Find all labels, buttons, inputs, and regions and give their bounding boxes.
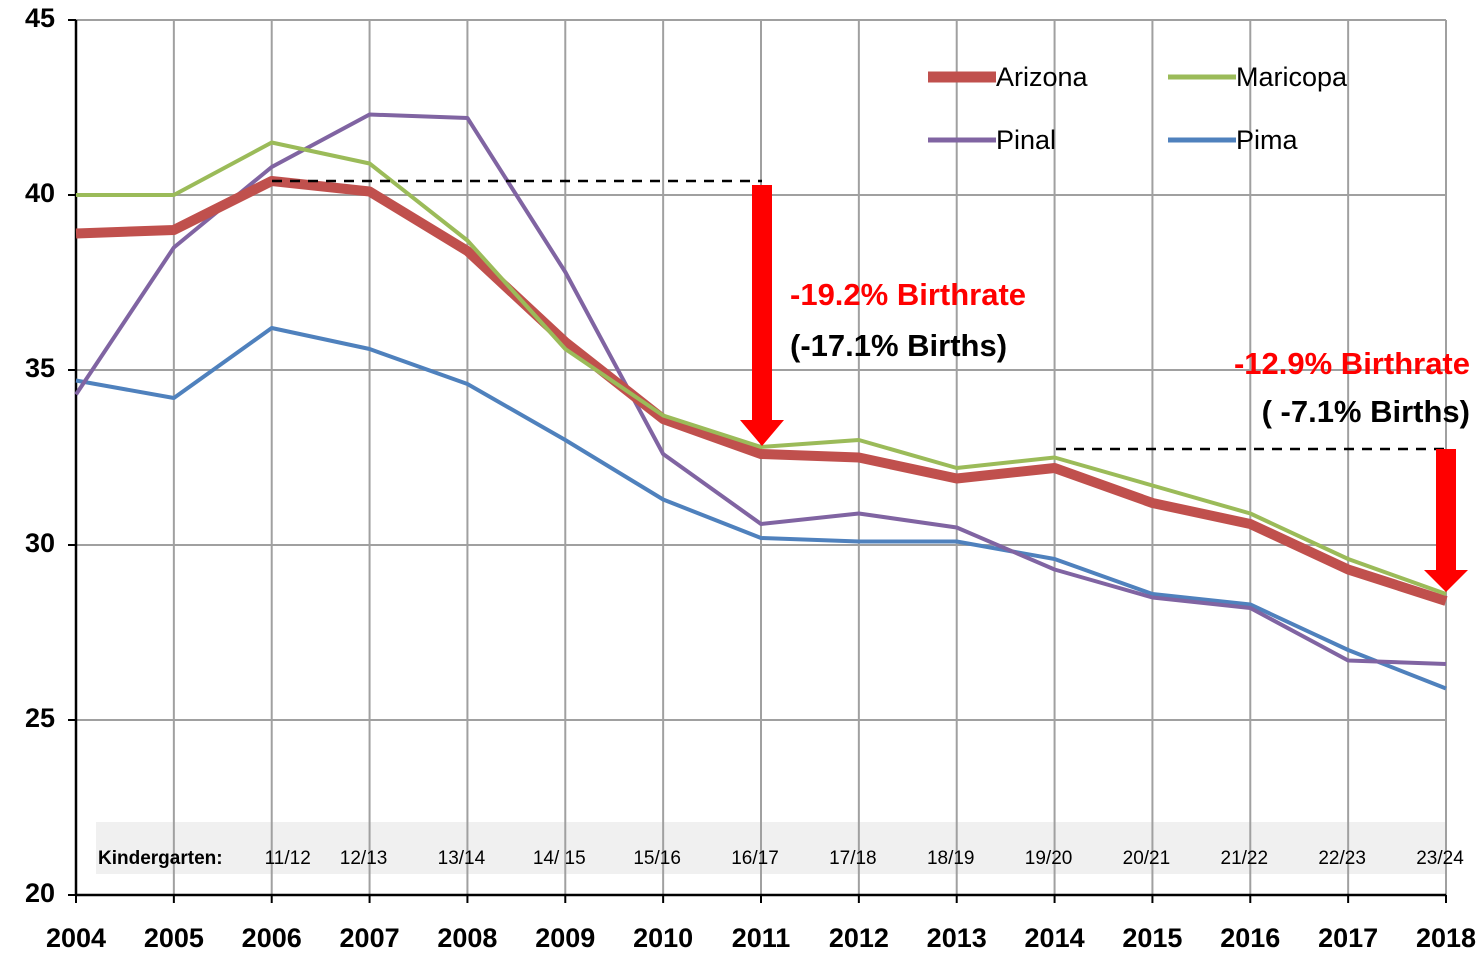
kindergarten-band: [96, 822, 1446, 874]
x-tick-label: 2012: [829, 923, 889, 953]
x-tick-label: 2010: [633, 923, 693, 953]
x-tick-label: 2009: [535, 923, 595, 953]
arrow: [740, 185, 784, 446]
kindergarten-year: 14/ 15: [533, 848, 586, 869]
kindergarten-year: 22/23: [1318, 848, 1366, 869]
legend-label: Maricopa: [1236, 62, 1348, 92]
kindergarten-label: Kindergarten:: [98, 848, 223, 869]
legend-label: Pinal: [996, 125, 1056, 155]
x-tick-label: 2015: [1122, 923, 1182, 953]
series-line: [75, 326, 1447, 691]
kindergarten-year: 19/20: [1025, 848, 1073, 869]
series-line: [76, 140, 1447, 596]
x-tick-label: 2006: [242, 923, 302, 953]
annotation: -12.9% Birthrate: [1234, 346, 1470, 381]
annotation: ( -7.1% Births): [1262, 394, 1470, 429]
kindergarten-year: 17/18: [829, 848, 877, 869]
kindergarten-year: 23/24: [1416, 848, 1464, 869]
lines: [74, 112, 1448, 691]
x-tick-label: 2011: [732, 923, 791, 953]
kindergarten-year: 18/19: [927, 848, 975, 869]
x-tick-label: 2004: [46, 923, 106, 953]
legend-label: Arizona: [996, 62, 1089, 92]
series-line: [75, 176, 1448, 606]
x-tick-label: 2007: [340, 923, 400, 953]
annotation: -19.2% Birthrate: [790, 277, 1026, 312]
kindergarten-year: 11/12: [265, 848, 311, 869]
y-tick-label: 40: [25, 178, 55, 208]
y-tick-label: 35: [25, 353, 55, 383]
kindergarten-year: 15/16: [633, 848, 681, 869]
y-tick-label: 20: [25, 878, 55, 908]
x-tick-label: 2013: [927, 923, 987, 953]
kindergarten-year: 12/13: [340, 848, 388, 869]
x-tick-label: 2017: [1318, 923, 1378, 953]
y-tick-label: 25: [25, 703, 55, 733]
kindergarten-year: 13/14: [438, 848, 486, 869]
annotation: (-17.1% Births): [790, 328, 1007, 363]
grid: [68, 19, 1447, 903]
x-tick-label: 2008: [437, 923, 497, 953]
kindergarten-year: 21/22: [1221, 848, 1269, 869]
y-tick-label: 45: [25, 3, 55, 33]
kindergarten-year: 20/21: [1123, 848, 1171, 869]
kindergarten-year: 16/17: [731, 848, 779, 869]
x-tick-label: 2005: [144, 923, 204, 953]
legend-label: Pima: [1236, 125, 1298, 155]
y-tick-label: 30: [25, 528, 55, 558]
x-tick-label: 2018: [1416, 923, 1476, 953]
arrow: [1424, 449, 1468, 592]
x-tick-label: 2014: [1025, 923, 1085, 953]
x-tick-label: 2016: [1220, 923, 1280, 953]
